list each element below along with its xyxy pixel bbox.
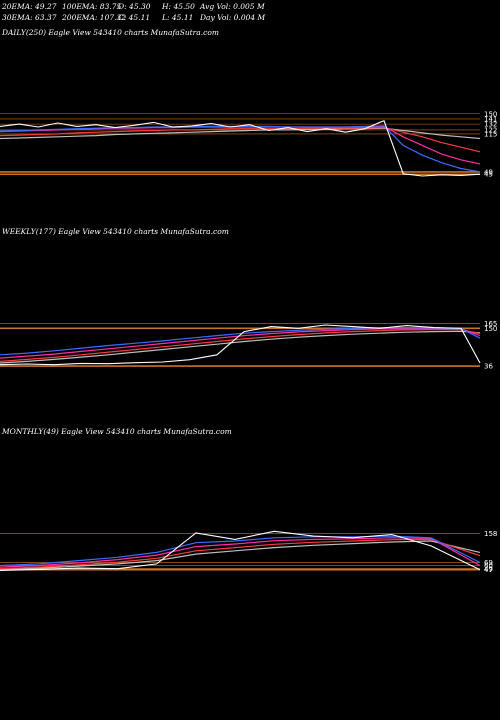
ema-line-3 <box>0 538 481 570</box>
level-label-45: 45 <box>484 171 493 179</box>
level-label-69: 69 <box>484 559 493 567</box>
avg-vol-label: Avg Vol: 0.005 M <box>200 2 265 11</box>
level-label-49: 49 <box>484 566 493 574</box>
level-label-141: 141 <box>484 115 497 123</box>
ema-line-2 <box>0 328 481 359</box>
ema-line-1 <box>0 535 481 567</box>
level-label-122: 122 <box>484 126 497 134</box>
day-vol-label: Day Vol: 0.004 M <box>200 13 266 22</box>
level-label-47: 47 <box>484 566 493 574</box>
ema-line-4 <box>0 127 481 140</box>
ema100-label: 100EMA: 83.75 <box>62 2 122 11</box>
level-label-36: 36 <box>484 363 493 371</box>
level-label-158: 158 <box>484 530 497 538</box>
price-line <box>0 324 481 366</box>
weekly-panel-title: WEEKLY(177) Eagle View 543410 charts Mun… <box>2 227 229 236</box>
level-label-165: 165 <box>484 320 497 328</box>
ema-line-3 <box>0 329 481 362</box>
ema-line-4 <box>0 330 481 364</box>
high-label: H: 45.50 <box>162 2 195 11</box>
daily-panel-title: DAILY(250) Eagle View 543410 charts Muna… <box>2 28 219 37</box>
ema-line-4 <box>0 540 481 570</box>
ema30-label: 30EMA: 63.37 <box>2 13 57 22</box>
monthly-panel-title: MONTHLY(49) Eagle View 543410 charts Mun… <box>2 427 232 436</box>
ema-line-1 <box>0 327 481 356</box>
open-label: O: 45.30 <box>118 2 151 11</box>
level-label-60: 60 <box>484 562 493 570</box>
level-label-150: 150 <box>484 325 497 333</box>
level-label-49: 49 <box>484 168 493 176</box>
level-label-115: 115 <box>484 130 497 138</box>
price-line <box>0 119 481 177</box>
ema-line-2 <box>0 125 481 165</box>
ema200-label: 200EMA: 107.32 <box>62 13 127 22</box>
ema-line-3 <box>0 126 481 153</box>
low-label: L: 45.11 <box>162 13 194 22</box>
ema20-label: 20EMA: 49.27 <box>2 2 57 11</box>
close-label: C: 45.11 <box>118 13 151 22</box>
level-label-150: 150 <box>484 110 497 118</box>
level-label-132: 132 <box>484 121 497 129</box>
ema-line-2 <box>0 537 481 568</box>
price-line <box>0 530 481 571</box>
